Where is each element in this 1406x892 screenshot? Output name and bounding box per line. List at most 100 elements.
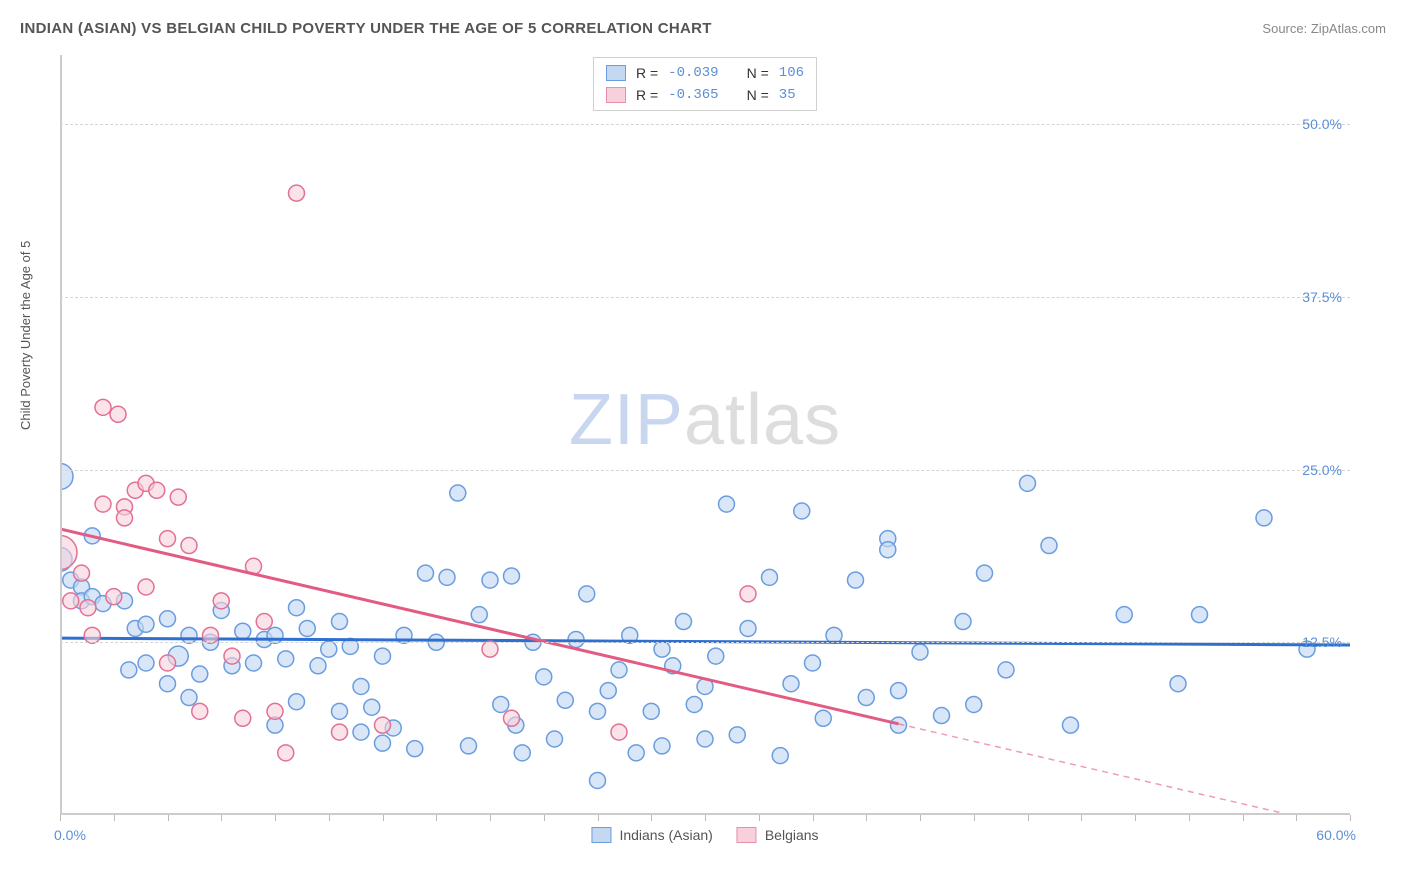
data-point: [772, 748, 788, 764]
data-point: [246, 655, 262, 671]
data-point: [891, 683, 907, 699]
data-point: [600, 683, 616, 699]
data-point: [805, 655, 821, 671]
x-tick: [1243, 815, 1244, 821]
data-point: [1192, 607, 1208, 623]
data-point: [407, 741, 423, 757]
data-point: [332, 724, 348, 740]
x-tick: [1135, 815, 1136, 821]
data-point: [783, 676, 799, 692]
data-point: [762, 569, 778, 585]
data-point: [63, 593, 79, 609]
data-point: [740, 586, 756, 602]
data-point: [289, 185, 305, 201]
data-point: [181, 690, 197, 706]
r-label: R =: [636, 62, 658, 84]
data-point: [106, 589, 122, 605]
data-point: [1256, 510, 1272, 526]
chart-plot-area: ZIPatlas R =-0.039N =106R =-0.365N = 35 …: [60, 55, 1350, 815]
data-point: [160, 676, 176, 692]
data-point: [235, 623, 251, 639]
data-point: [138, 579, 154, 595]
data-point: [697, 731, 713, 747]
gridline: [60, 124, 1350, 125]
data-point: [267, 703, 283, 719]
data-point: [590, 703, 606, 719]
data-point: [628, 745, 644, 761]
legend-swatch: [606, 87, 626, 103]
x-tick: [651, 815, 652, 821]
data-point: [192, 666, 208, 682]
source-name: ZipAtlas.com: [1311, 21, 1386, 36]
source-attribution: Source: ZipAtlas.com: [1262, 21, 1386, 36]
data-point: [160, 611, 176, 627]
x-tick: [813, 815, 814, 821]
data-point: [998, 662, 1014, 678]
data-point: [439, 569, 455, 585]
x-tick: [1189, 815, 1190, 821]
y-tick-label: 37.5%: [1302, 289, 1350, 305]
data-point: [848, 572, 864, 588]
data-point: [450, 485, 466, 501]
data-point: [966, 696, 982, 712]
data-point: [375, 735, 391, 751]
r-label: R =: [636, 84, 658, 106]
r-value: -0.039: [668, 62, 718, 84]
data-point: [611, 724, 627, 740]
data-point: [138, 655, 154, 671]
data-point: [912, 644, 928, 660]
data-point: [160, 531, 176, 547]
y-tick-label: 50.0%: [1302, 116, 1350, 132]
scatter-plot-svg: [60, 55, 1350, 815]
x-tick: [866, 815, 867, 821]
data-point: [332, 614, 348, 630]
series-legend-label: Belgians: [765, 827, 819, 843]
data-point: [504, 710, 520, 726]
y-axis-label: Child Poverty Under the Age of 5: [18, 241, 33, 430]
data-point: [364, 699, 380, 715]
data-point: [557, 692, 573, 708]
gridline: [60, 642, 1350, 643]
data-point: [110, 406, 126, 422]
x-tick: [759, 815, 760, 821]
data-point: [461, 738, 477, 754]
data-point: [192, 703, 208, 719]
data-point: [138, 616, 154, 632]
n-label: N =: [747, 62, 769, 84]
data-point: [1116, 607, 1132, 623]
x-tick: [490, 815, 491, 821]
r-value: -0.365: [668, 84, 718, 106]
correlation-legend: R =-0.039N =106R =-0.365N = 35: [593, 57, 817, 111]
data-point: [815, 710, 831, 726]
n-value: 106: [779, 62, 804, 84]
series-legend-label: Indians (Asian): [619, 827, 712, 843]
data-point: [418, 565, 434, 581]
data-point: [740, 620, 756, 636]
data-point: [880, 542, 896, 558]
data-point: [117, 510, 133, 526]
data-point: [74, 565, 90, 581]
data-point: [299, 620, 315, 636]
y-axis-line: [60, 55, 62, 815]
data-point: [482, 572, 498, 588]
x-axis-max-label: 60.0%: [1316, 827, 1356, 843]
x-axis-min-label: 0.0%: [54, 827, 86, 843]
data-point: [504, 568, 520, 584]
data-point: [955, 614, 971, 630]
data-point: [278, 745, 294, 761]
series-legend-item: Belgians: [737, 827, 819, 843]
data-point: [181, 538, 197, 554]
data-point: [611, 662, 627, 678]
data-point: [321, 641, 337, 657]
data-point: [375, 717, 391, 733]
data-point: [482, 641, 498, 657]
x-tick: [1028, 815, 1029, 821]
n-value: 35: [779, 84, 796, 106]
series-legend: Indians (Asian) Belgians: [591, 827, 818, 843]
data-point: [203, 627, 219, 643]
x-tick: [168, 815, 169, 821]
chart-header: INDIAN (ASIAN) VS BELGIAN CHILD POVERTY …: [20, 20, 1386, 37]
data-point: [547, 731, 563, 747]
x-tick: [1350, 815, 1351, 821]
x-tick: [60, 815, 61, 821]
